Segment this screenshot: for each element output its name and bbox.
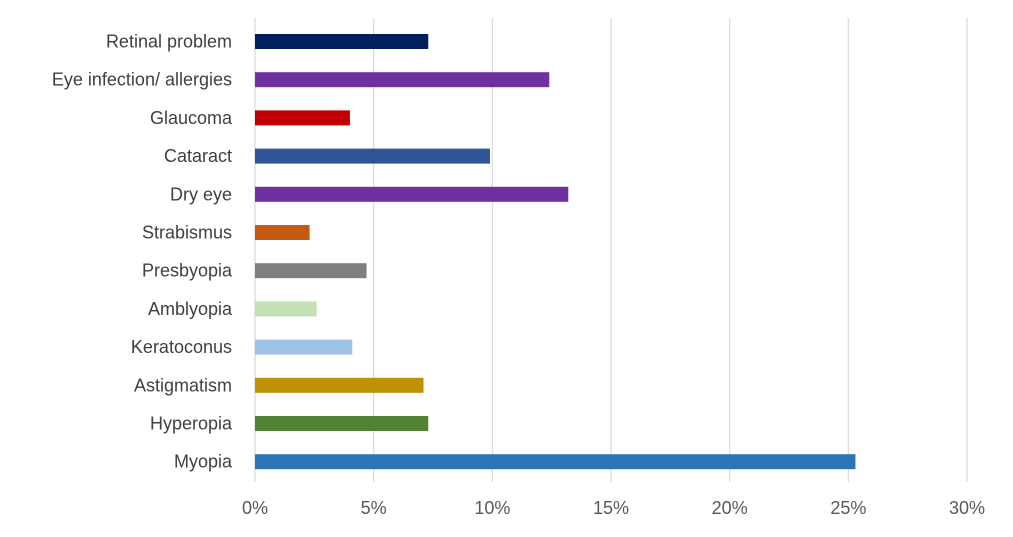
- x-tick-label: 5%: [361, 498, 387, 518]
- x-tick-label: 0%: [242, 498, 268, 518]
- category-label: Amblyopia: [148, 299, 233, 319]
- bar: [255, 339, 353, 355]
- bar: [255, 301, 317, 317]
- x-tick-labels: 0% 5% 10% 15% 20% 25% 30%: [242, 498, 985, 518]
- category-label: Strabismus: [142, 223, 232, 243]
- gridlines: [254, 18, 968, 482]
- bar: [255, 186, 569, 202]
- category-label: Cataract: [164, 146, 232, 166]
- bar: [255, 110, 350, 126]
- category-label: Presbyopia: [142, 261, 233, 281]
- bar: [255, 34, 429, 49]
- bar: [255, 72, 550, 88]
- category-label: Dry eye: [170, 184, 232, 204]
- category-label: Retinal problem: [106, 32, 232, 52]
- x-tick-label: 20%: [712, 498, 748, 518]
- x-tick-label: 25%: [830, 498, 866, 518]
- category-label: Eye infection/ allergies: [52, 70, 232, 90]
- category-label: Glaucoma: [150, 108, 233, 128]
- category-label: Keratoconus: [131, 337, 232, 357]
- bar: [255, 416, 429, 431]
- category-label: Myopia: [174, 452, 233, 472]
- bar: [255, 454, 856, 470]
- x-tick-label: 15%: [593, 498, 629, 518]
- bar: [255, 263, 367, 279]
- x-tick-label: 10%: [474, 498, 510, 518]
- bars: [255, 34, 856, 470]
- bar: [255, 377, 424, 393]
- category-label: Hyperopia: [150, 414, 233, 434]
- category-label: Astigmatism: [134, 375, 232, 395]
- category-labels: Retinal problem Eye infection/ allergies G…: [52, 32, 233, 472]
- bar: [255, 225, 310, 240]
- bar: [255, 148, 490, 164]
- x-tick-label: 30%: [949, 498, 985, 518]
